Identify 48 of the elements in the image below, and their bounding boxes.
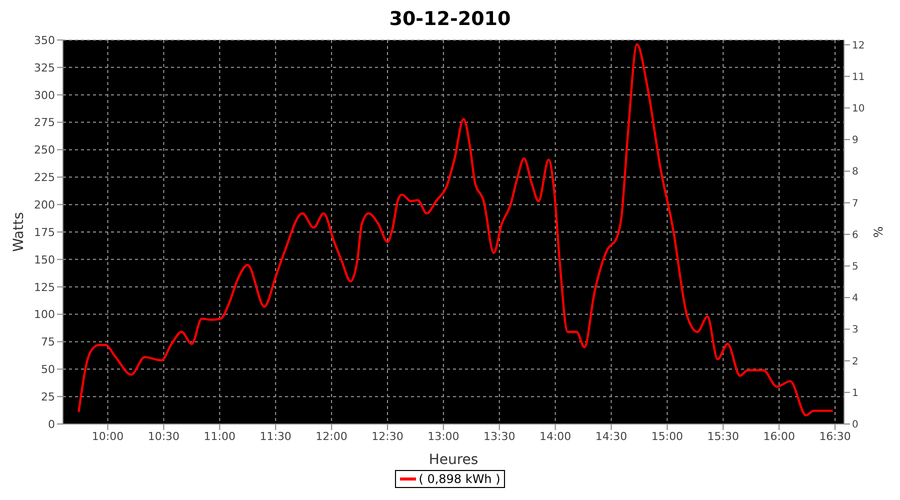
y2-tick-label: 9: [852, 135, 858, 146]
x-tick-label: 10:30: [148, 430, 180, 443]
y-tick-label: 225: [34, 171, 55, 184]
x-tick-label: 13:00: [428, 430, 460, 443]
y-tick-label: 100: [34, 308, 55, 322]
y-axis-title: Watts: [10, 212, 27, 252]
x-tick-label: 13:30: [484, 430, 516, 443]
y2-tick-label: 7: [852, 198, 858, 210]
x-tick-label: 15:30: [707, 430, 740, 443]
x-tick-label: 11:30: [260, 430, 292, 443]
x-axis-title: Heures: [428, 452, 478, 468]
y2-tick-label: 8: [852, 166, 858, 178]
y-tick-label: 125: [34, 280, 55, 294]
y-tick-label: 325: [34, 61, 55, 74]
y2-tick-label: 1: [852, 388, 858, 399]
legend-label: ( 0,898 kWh ): [418, 472, 500, 486]
y-tick-label: 150: [34, 253, 55, 266]
y2-tick-label: 2: [852, 356, 858, 368]
y-tick-label: 200: [34, 198, 55, 212]
y2-tick-label: 10: [852, 104, 865, 114]
y-tick-label: 25: [41, 390, 55, 404]
x-tick-label: 11:00: [204, 430, 236, 443]
y2-tick-label: 12: [852, 40, 865, 52]
x-tick-label: 10:00: [92, 430, 124, 443]
chart-title: 30-12-2010: [388, 8, 512, 30]
x-tick-label: 14:00: [539, 430, 572, 443]
x-tick-label: 14:30: [595, 430, 628, 443]
y2-tick-label: 4: [852, 293, 858, 304]
y-tick-label: 50: [41, 363, 55, 376]
y-tick-label: 350: [34, 34, 55, 47]
y2-tick-label: 11: [852, 72, 865, 83]
y-tick-label: 275: [34, 116, 55, 130]
y-tick-label: 0: [48, 418, 55, 431]
y2-tick-label: 5: [852, 262, 858, 273]
y-tick-label: 250: [34, 144, 55, 157]
y2-axis-title: %: [871, 226, 886, 238]
x-tick-label: 12:30: [372, 430, 404, 443]
y-tick-label: 175: [34, 226, 55, 239]
y-tick-label: 300: [34, 88, 55, 102]
x-tick-label: 12:00: [316, 430, 348, 443]
y-tick-label: 75: [41, 336, 55, 349]
x-tick-label: 16:30: [819, 430, 851, 443]
y2-tick-label: 3: [852, 324, 858, 336]
y2-tick-label: 6: [852, 230, 858, 241]
x-tick-label: 15:00: [651, 430, 684, 443]
y2-tick-label: 0: [852, 420, 858, 431]
x-tick-label: 16:00: [763, 430, 795, 443]
line-series: [78, 43, 834, 416]
